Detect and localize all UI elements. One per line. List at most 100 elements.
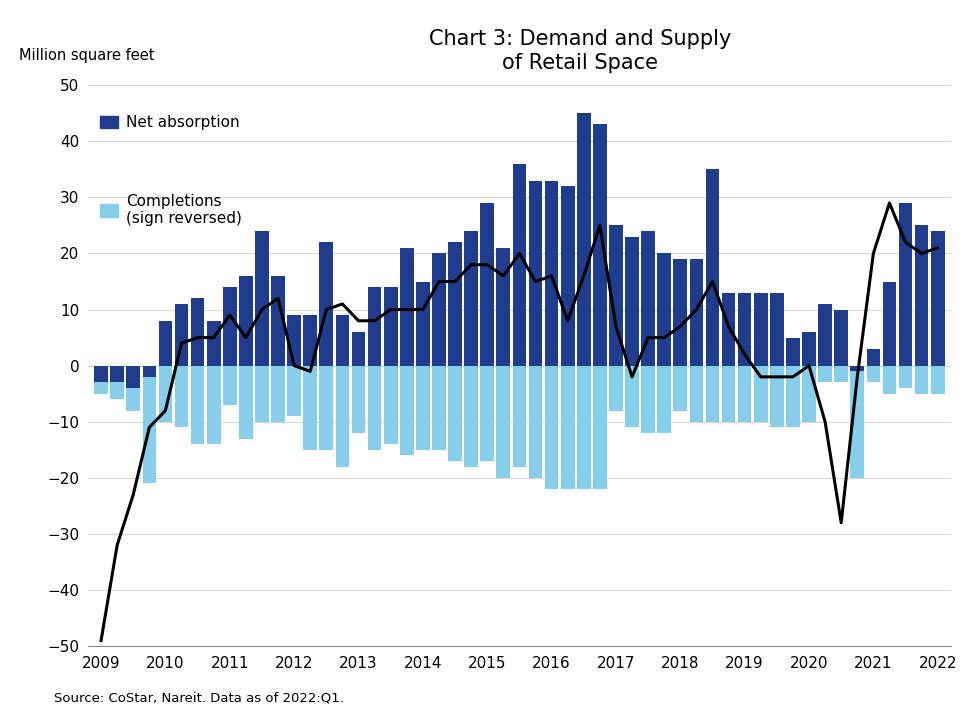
Bar (545, 366, 559, 489)
Bar (770, 293, 784, 366)
Bar (866, 366, 880, 383)
Bar (287, 315, 301, 366)
Bar (786, 338, 800, 366)
Bar (834, 310, 848, 366)
Bar (625, 236, 639, 366)
Bar (899, 203, 912, 366)
Bar (159, 321, 172, 366)
Bar (239, 276, 253, 366)
Bar (641, 231, 655, 366)
Bar (883, 282, 897, 366)
Bar (931, 366, 945, 393)
Bar (287, 366, 301, 416)
Bar (673, 259, 687, 366)
Bar (851, 366, 864, 371)
Bar (786, 366, 800, 427)
Bar (255, 231, 269, 366)
Bar (111, 366, 124, 383)
Bar (658, 366, 671, 433)
Bar (770, 366, 784, 427)
Bar (513, 164, 526, 366)
Bar (126, 366, 140, 388)
Legend: Completions
(sign reversed): Completions (sign reversed) (100, 194, 242, 226)
Bar (914, 226, 928, 366)
Bar (513, 366, 526, 466)
Bar (818, 304, 832, 366)
Bar (222, 366, 236, 405)
Bar (448, 366, 462, 461)
Bar (368, 287, 381, 366)
Bar (400, 366, 414, 455)
Bar (706, 366, 719, 422)
Bar (304, 315, 318, 366)
Bar (142, 366, 156, 377)
Bar (416, 282, 429, 366)
Bar (610, 226, 622, 366)
Bar (818, 366, 832, 383)
Bar (368, 366, 381, 450)
Bar (94, 366, 108, 383)
Bar (834, 366, 848, 383)
Bar (754, 366, 767, 422)
Bar (593, 366, 607, 489)
Bar (207, 366, 220, 444)
Bar (159, 366, 172, 422)
Bar (111, 366, 124, 399)
Bar (658, 253, 671, 366)
Bar (448, 242, 462, 366)
Bar (706, 170, 719, 366)
Bar (174, 304, 188, 366)
Bar (271, 366, 285, 422)
Bar (899, 366, 912, 388)
Bar (142, 366, 156, 484)
Bar (335, 315, 349, 366)
Bar (352, 366, 366, 433)
Bar (690, 259, 704, 366)
Bar (222, 287, 236, 366)
Bar (528, 180, 542, 366)
Bar (803, 366, 816, 422)
Bar (207, 321, 220, 366)
Bar (528, 366, 542, 478)
Bar (271, 276, 285, 366)
Bar (738, 293, 752, 366)
Text: Million square feet: Million square feet (20, 48, 155, 62)
Bar (465, 231, 478, 366)
Text: Source: CoStar, Nareit. Data as of 2022:Q1.: Source: CoStar, Nareit. Data as of 2022:… (54, 692, 344, 704)
Bar (577, 366, 591, 489)
Bar (480, 203, 494, 366)
Bar (335, 366, 349, 466)
Bar (625, 366, 639, 427)
Bar (673, 366, 687, 410)
Bar (561, 366, 574, 489)
Bar (690, 366, 704, 422)
Bar (497, 366, 511, 478)
Bar (803, 332, 816, 366)
Bar (610, 366, 622, 410)
Bar (304, 366, 318, 450)
Bar (641, 366, 655, 433)
Bar (319, 242, 333, 366)
Bar (255, 366, 269, 422)
Bar (319, 366, 333, 450)
Bar (721, 293, 735, 366)
Bar (561, 186, 574, 366)
Bar (384, 366, 398, 444)
Bar (721, 366, 735, 422)
Bar (914, 366, 928, 393)
Bar (593, 124, 607, 366)
Bar (400, 248, 414, 366)
Bar (191, 298, 205, 366)
Bar (883, 366, 897, 393)
Bar (465, 366, 478, 466)
Bar (851, 366, 864, 478)
Bar (191, 366, 205, 444)
Bar (432, 253, 446, 366)
Bar (497, 248, 511, 366)
Bar (480, 366, 494, 461)
Bar (754, 293, 767, 366)
Bar (432, 366, 446, 450)
Bar (239, 366, 253, 439)
Bar (738, 366, 752, 422)
Bar (384, 287, 398, 366)
